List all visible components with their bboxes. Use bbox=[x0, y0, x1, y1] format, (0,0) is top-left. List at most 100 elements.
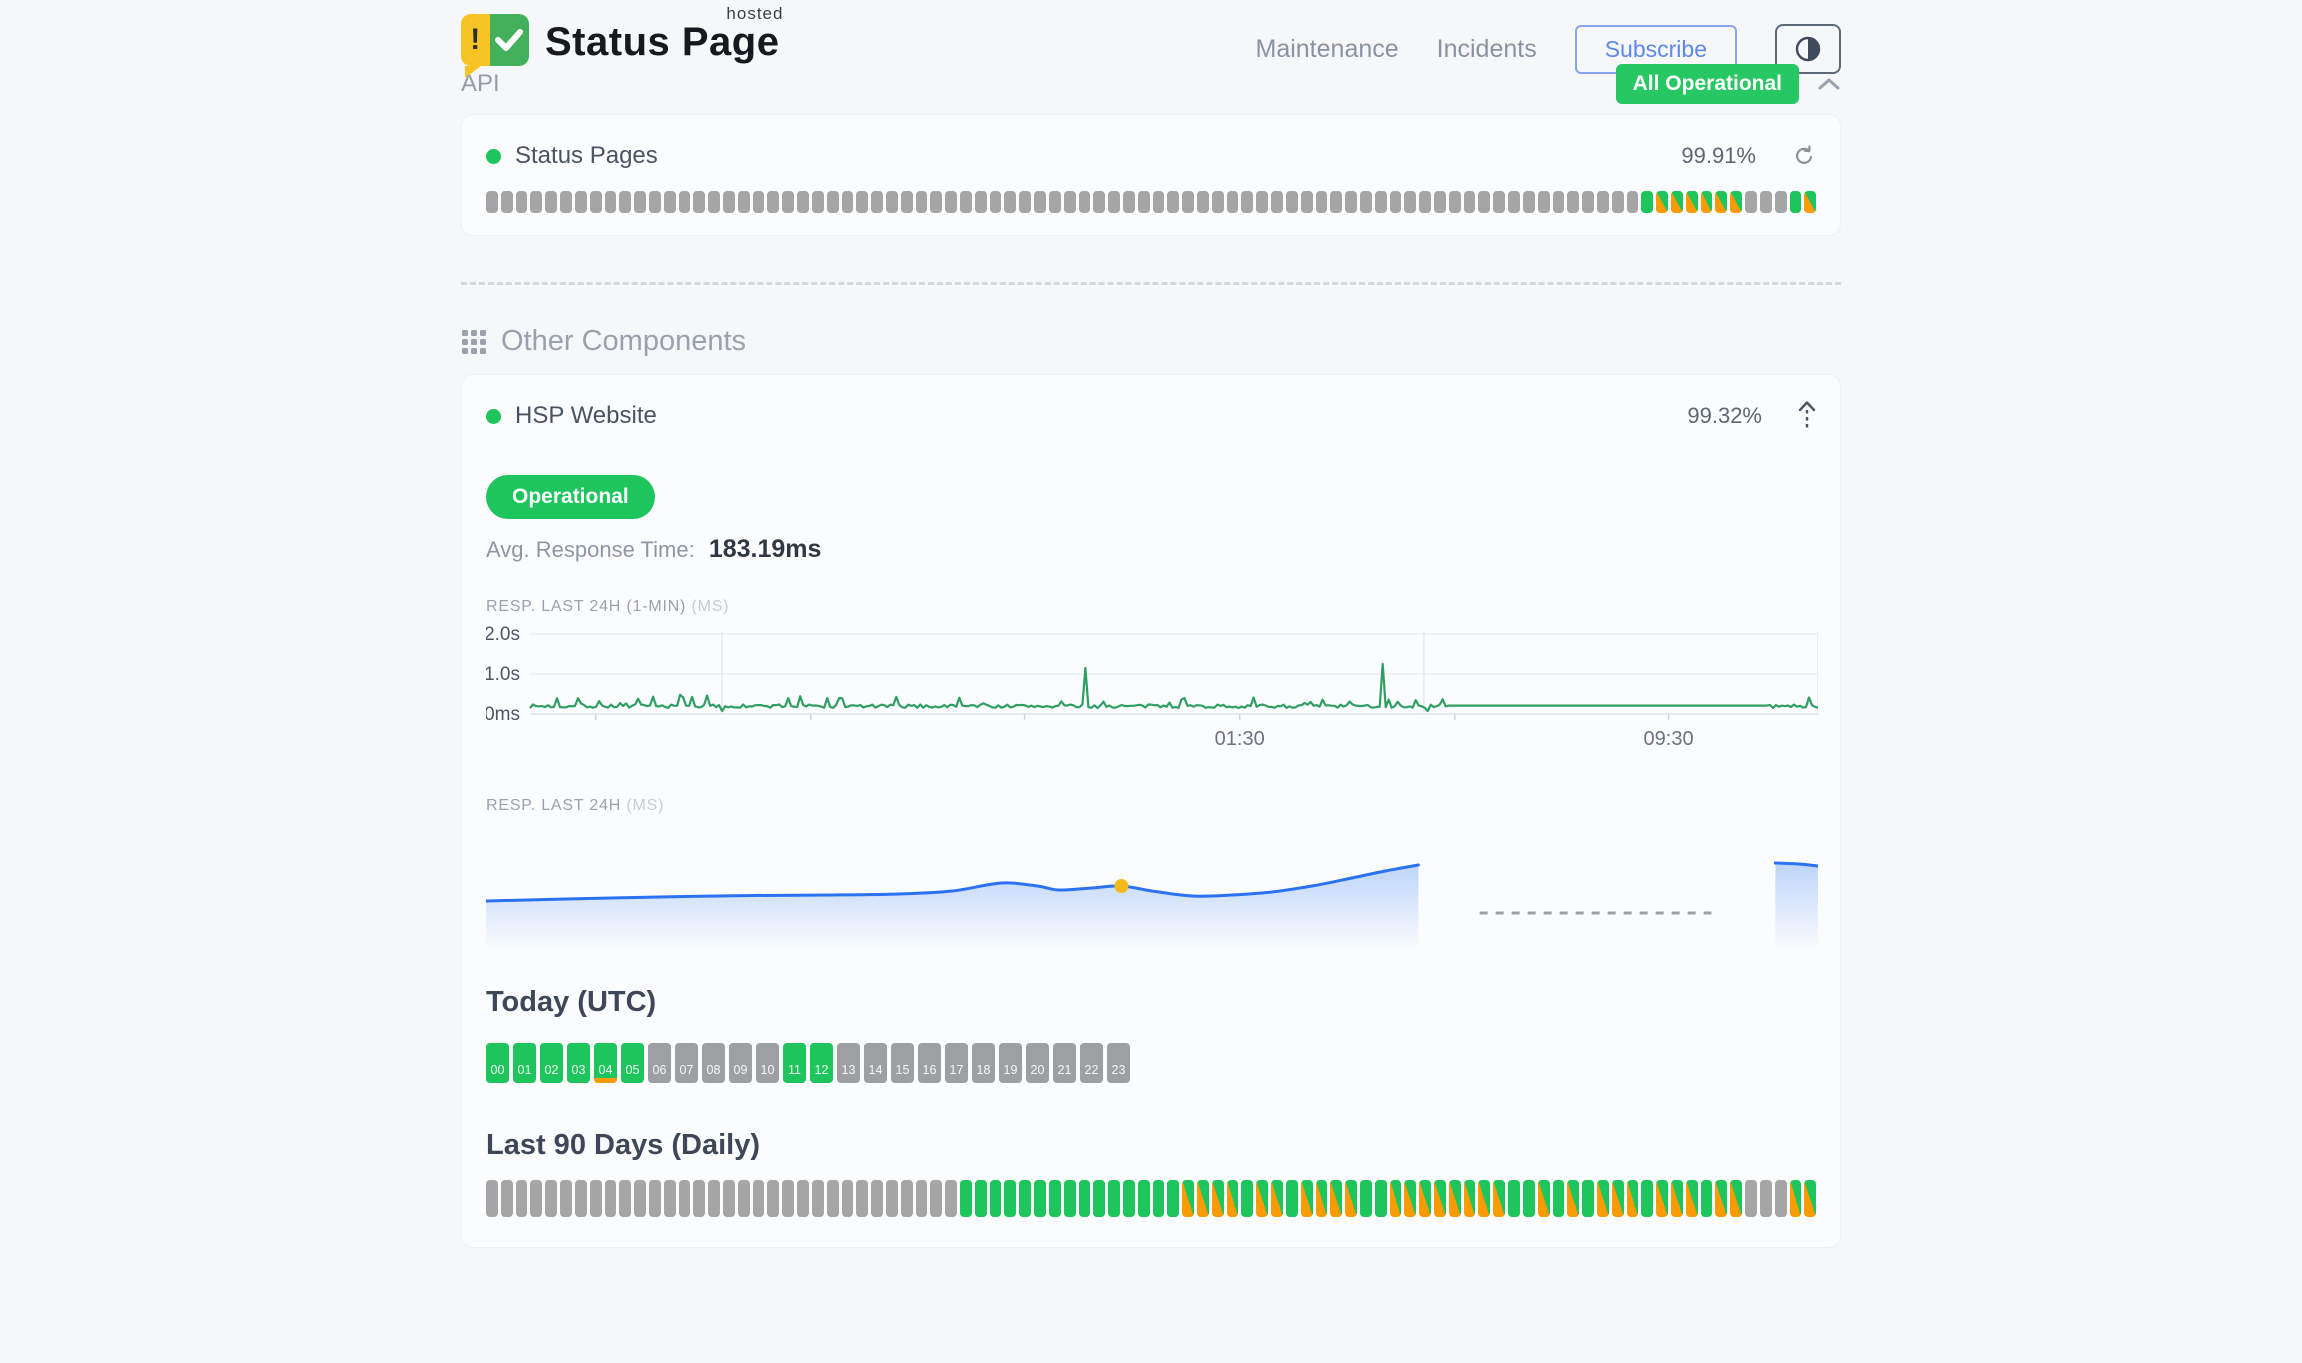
uptime-bar[interactable] bbox=[723, 191, 735, 213]
uptime-bar[interactable] bbox=[826, 1180, 839, 1217]
uptime-bar[interactable] bbox=[1611, 191, 1624, 213]
uptime-bar[interactable] bbox=[974, 191, 987, 213]
uptime-bar[interactable] bbox=[500, 1180, 513, 1217]
uptime-bar[interactable] bbox=[841, 191, 854, 213]
uptime-bar[interactable] bbox=[1493, 1180, 1506, 1217]
uptime-bar[interactable] bbox=[1197, 191, 1209, 213]
uptime-bar[interactable] bbox=[797, 1180, 809, 1217]
uptime-bar[interactable] bbox=[1256, 191, 1269, 213]
uptime-bar[interactable] bbox=[1626, 191, 1639, 213]
hour-block[interactable]: 17 bbox=[945, 1043, 968, 1083]
uptime-bar[interactable] bbox=[589, 1180, 602, 1217]
uptime-bar[interactable] bbox=[1152, 191, 1165, 213]
hour-block[interactable]: 06 bbox=[648, 1043, 671, 1083]
uptime-bar[interactable] bbox=[1478, 1180, 1491, 1217]
uptime-bar[interactable] bbox=[1434, 1180, 1446, 1217]
uptime-bar[interactable] bbox=[960, 191, 972, 213]
collapse-panel-button[interactable] bbox=[1798, 401, 1816, 431]
uptime-bar[interactable] bbox=[960, 1180, 972, 1217]
uptime-bar[interactable] bbox=[1108, 1180, 1120, 1217]
hour-block[interactable]: 10 bbox=[756, 1043, 779, 1083]
uptime-bar[interactable] bbox=[1493, 191, 1506, 213]
uptime-bar[interactable] bbox=[1167, 191, 1180, 213]
uptime-bar[interactable] bbox=[574, 1180, 587, 1217]
uptime-bar[interactable] bbox=[634, 1180, 646, 1217]
uptime-bar[interactable] bbox=[1063, 191, 1076, 213]
uptime-bar[interactable] bbox=[1048, 1180, 1061, 1217]
uptime-bar[interactable] bbox=[1804, 191, 1817, 213]
uptime-bar[interactable] bbox=[871, 1180, 883, 1217]
hour-block[interactable]: 16 bbox=[918, 1043, 941, 1083]
uptime-bar[interactable] bbox=[989, 1180, 1002, 1217]
hour-block[interactable]: 22 bbox=[1080, 1043, 1103, 1083]
uptime-bar[interactable] bbox=[1226, 1180, 1239, 1217]
uptime-bar[interactable] bbox=[1508, 191, 1520, 213]
uptime-bar[interactable] bbox=[1759, 1180, 1772, 1217]
uptime-bar[interactable] bbox=[1715, 191, 1728, 213]
uptime-bar[interactable] bbox=[1315, 1180, 1328, 1217]
uptime-bar[interactable] bbox=[1019, 1180, 1032, 1217]
uptime-bar[interactable] bbox=[1211, 191, 1224, 213]
uptime-bar[interactable] bbox=[1759, 191, 1772, 213]
uptime-bar[interactable] bbox=[1019, 191, 1032, 213]
uptime-bar[interactable] bbox=[1419, 191, 1431, 213]
uptime-bar[interactable] bbox=[1271, 1180, 1283, 1217]
uptime-bar[interactable] bbox=[693, 191, 706, 213]
uptime-bar[interactable] bbox=[530, 1180, 543, 1217]
uptime-bar[interactable] bbox=[767, 191, 780, 213]
uptime-bar[interactable] bbox=[826, 191, 839, 213]
uptime-bar[interactable] bbox=[619, 191, 632, 213]
uptime-bar[interactable] bbox=[1374, 191, 1387, 213]
hour-block[interactable]: 11 bbox=[783, 1043, 806, 1083]
uptime-bar[interactable] bbox=[1611, 1180, 1624, 1217]
uptime-bar[interactable] bbox=[752, 1180, 765, 1217]
uptime-bar[interactable] bbox=[900, 191, 913, 213]
uptime-bar[interactable] bbox=[530, 191, 543, 213]
uptime-bar[interactable] bbox=[811, 1180, 824, 1217]
uptime-bar[interactable] bbox=[1478, 191, 1491, 213]
uptime-bar[interactable] bbox=[915, 191, 928, 213]
uptime-bar[interactable] bbox=[1330, 191, 1343, 213]
uptime-bar[interactable] bbox=[1389, 191, 1402, 213]
uptime-bar[interactable] bbox=[1004, 1180, 1017, 1217]
uptime-bar[interactable] bbox=[1182, 1180, 1194, 1217]
hour-block[interactable]: 09 bbox=[729, 1043, 752, 1083]
hour-block[interactable]: 07 bbox=[675, 1043, 698, 1083]
uptime-bar[interactable] bbox=[1034, 1180, 1046, 1217]
hour-block[interactable]: 18 bbox=[972, 1043, 995, 1083]
uptime-bar[interactable] bbox=[648, 1180, 661, 1217]
uptime-bar[interactable] bbox=[1404, 1180, 1417, 1217]
uptime-bar[interactable] bbox=[1271, 191, 1283, 213]
uptime-bar[interactable] bbox=[856, 1180, 869, 1217]
refresh-button[interactable] bbox=[1792, 144, 1816, 168]
uptime-bar[interactable] bbox=[871, 191, 883, 213]
uptime-bar[interactable] bbox=[678, 191, 691, 213]
uptime-bar[interactable] bbox=[1522, 191, 1535, 213]
uptime-bar[interactable] bbox=[1359, 191, 1372, 213]
uptime-bar[interactable] bbox=[945, 1180, 957, 1217]
uptime-bar[interactable] bbox=[604, 1180, 617, 1217]
uptime-bar[interactable] bbox=[486, 1180, 498, 1217]
uptime-bar[interactable] bbox=[856, 191, 869, 213]
uptime-bar[interactable] bbox=[574, 191, 587, 213]
uptime-bar[interactable] bbox=[1730, 191, 1743, 213]
uptime-bar[interactable] bbox=[1078, 191, 1091, 213]
uptime-bar[interactable] bbox=[1063, 1180, 1076, 1217]
uptime-bar[interactable] bbox=[1774, 1180, 1787, 1217]
uptime-bar[interactable] bbox=[515, 1180, 528, 1217]
uptime-bar[interactable] bbox=[1241, 191, 1254, 213]
uptime-bar[interactable] bbox=[1241, 1180, 1254, 1217]
uptime-bar[interactable] bbox=[1552, 1180, 1565, 1217]
uptime-bar[interactable] bbox=[663, 191, 676, 213]
uptime-bar[interactable] bbox=[1419, 1180, 1431, 1217]
uptime-bar[interactable] bbox=[1004, 191, 1017, 213]
uptime-bar[interactable] bbox=[811, 191, 824, 213]
all-operational-badge[interactable]: All Operational bbox=[1615, 64, 1799, 104]
uptime-bar[interactable] bbox=[1730, 1180, 1743, 1217]
uptime-bar[interactable] bbox=[1122, 191, 1135, 213]
uptime-bar[interactable] bbox=[1448, 1180, 1461, 1217]
uptime-bar[interactable] bbox=[1359, 1180, 1372, 1217]
uptime-bar[interactable] bbox=[945, 191, 957, 213]
uptime-bar[interactable] bbox=[1700, 1180, 1713, 1217]
uptime-bar[interactable] bbox=[1582, 191, 1594, 213]
